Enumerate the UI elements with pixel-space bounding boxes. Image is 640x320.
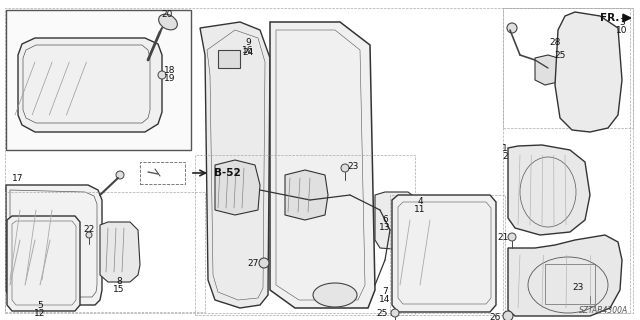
Text: 8: 8 [116, 277, 122, 286]
Bar [140, 162, 185, 184]
Text: SZTAB4300A: SZTAB4300A [579, 306, 628, 315]
Bar [6, 10, 191, 150]
Text: 4: 4 [417, 197, 423, 206]
Text: 27: 27 [247, 259, 259, 268]
Text: 15: 15 [113, 284, 125, 293]
Bar [503, 8, 633, 128]
Bar [390, 195, 505, 315]
Text: 1: 1 [502, 143, 508, 153]
Text: 26: 26 [490, 314, 500, 320]
Circle shape [341, 164, 349, 172]
Circle shape [158, 71, 166, 79]
Text: 9: 9 [245, 37, 251, 46]
Text: 12: 12 [35, 308, 45, 317]
Bar [503, 8, 633, 313]
Polygon shape [6, 185, 102, 305]
Circle shape [586, 288, 594, 296]
Text: 7: 7 [382, 287, 388, 297]
Text: 25: 25 [376, 308, 388, 317]
Ellipse shape [159, 14, 177, 30]
Polygon shape [535, 55, 562, 85]
Text: 2: 2 [502, 151, 508, 161]
Text: 23: 23 [572, 284, 584, 292]
Text: FR.: FR. [600, 13, 619, 23]
Bar [5, 192, 205, 312]
Text: 23: 23 [348, 162, 358, 171]
Text: 16: 16 [243, 45, 253, 54]
Polygon shape [18, 38, 162, 132]
Text: B-52: B-52 [214, 168, 241, 178]
Ellipse shape [313, 283, 357, 307]
Text: 25: 25 [554, 51, 566, 60]
Polygon shape [285, 170, 328, 220]
Text: 10: 10 [616, 26, 628, 35]
Polygon shape [508, 235, 622, 316]
Circle shape [508, 233, 516, 241]
Circle shape [503, 311, 513, 320]
Bar [195, 155, 415, 315]
Text: 19: 19 [164, 74, 176, 83]
Polygon shape [100, 222, 140, 282]
Polygon shape [555, 12, 622, 132]
Polygon shape [200, 22, 270, 308]
Polygon shape [215, 160, 260, 215]
Bar [545, 264, 595, 304]
Text: 22: 22 [83, 226, 95, 235]
Circle shape [116, 171, 124, 179]
Text: 5: 5 [37, 301, 43, 310]
Circle shape [259, 258, 269, 268]
Circle shape [391, 309, 399, 317]
Polygon shape [375, 192, 418, 250]
Text: 14: 14 [380, 295, 390, 305]
Polygon shape [508, 145, 590, 235]
Polygon shape [270, 22, 375, 308]
Text: 28: 28 [549, 37, 561, 46]
Text: 24: 24 [243, 47, 253, 57]
Text: 21: 21 [497, 233, 509, 242]
Circle shape [507, 23, 517, 33]
Text: 13: 13 [380, 223, 391, 233]
Text: 3: 3 [619, 18, 625, 27]
Polygon shape [392, 195, 496, 312]
Text: 20: 20 [161, 10, 173, 19]
Circle shape [86, 232, 92, 238]
Text: 17: 17 [12, 173, 24, 182]
Text: 11: 11 [414, 205, 426, 214]
Text: 6: 6 [382, 215, 388, 225]
Text: 18: 18 [164, 66, 176, 75]
Polygon shape [7, 216, 80, 311]
Bar [218, 50, 240, 68]
